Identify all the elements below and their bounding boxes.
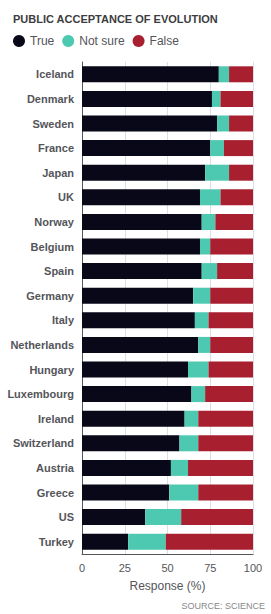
svg-text:False: False bbox=[150, 34, 180, 48]
svg-text:Sweden: Sweden bbox=[32, 118, 74, 130]
svg-text:Denmark: Denmark bbox=[27, 93, 75, 105]
svg-text:Switzerland: Switzerland bbox=[13, 437, 74, 449]
svg-text:SOURCE: SCIENCE: SOURCE: SCIENCE bbox=[181, 601, 265, 611]
svg-text:Italy: Italy bbox=[52, 314, 75, 326]
svg-text:Norway: Norway bbox=[34, 216, 75, 228]
svg-text:PUBLIC ACCEPTANCE OF EVOLUTION: PUBLIC ACCEPTANCE OF EVOLUTION bbox=[13, 13, 218, 25]
svg-text:Response (%): Response (%) bbox=[129, 579, 205, 593]
svg-text:Japan: Japan bbox=[42, 167, 74, 179]
svg-text:Luxembourg: Luxembourg bbox=[7, 388, 74, 400]
svg-text:Germany: Germany bbox=[26, 290, 75, 302]
svg-text:France: France bbox=[38, 142, 74, 154]
svg-text:True: True bbox=[30, 34, 55, 48]
svg-text:Not sure: Not sure bbox=[79, 34, 125, 48]
svg-text:Spain: Spain bbox=[44, 265, 74, 277]
svg-text:25: 25 bbox=[119, 562, 131, 574]
svg-text:Ireland: Ireland bbox=[38, 413, 74, 425]
svg-text:0: 0 bbox=[79, 562, 85, 574]
svg-text:Belgium: Belgium bbox=[31, 241, 75, 253]
svg-text:Greece: Greece bbox=[37, 487, 74, 499]
svg-text:US: US bbox=[59, 511, 74, 523]
svg-text:50: 50 bbox=[161, 562, 173, 574]
svg-text:75: 75 bbox=[204, 562, 216, 574]
svg-text:Turkey: Turkey bbox=[39, 536, 75, 548]
svg-text:Hungary: Hungary bbox=[29, 364, 75, 376]
svg-text:Iceland: Iceland bbox=[36, 68, 74, 80]
svg-text:Netherlands: Netherlands bbox=[10, 339, 74, 351]
svg-text:UK: UK bbox=[58, 191, 74, 203]
svg-text:Austria: Austria bbox=[36, 462, 75, 474]
svg-text:100: 100 bbox=[244, 562, 262, 574]
